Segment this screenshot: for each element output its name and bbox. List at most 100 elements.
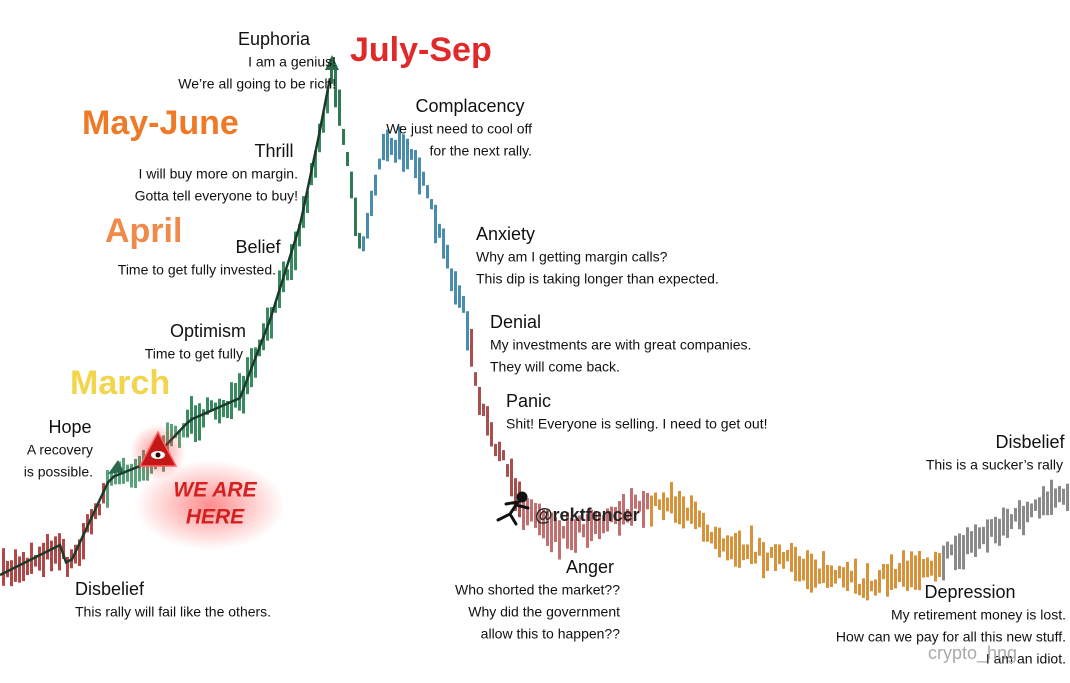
candle — [942, 545, 945, 581]
candle — [550, 512, 553, 553]
candle — [330, 64, 333, 84]
candle — [870, 580, 873, 592]
candle — [82, 523, 85, 560]
stage-text: is possible. — [24, 464, 93, 480]
candle — [214, 402, 217, 420]
candle — [1054, 488, 1057, 508]
candle — [422, 171, 425, 186]
candle — [374, 174, 377, 196]
candle — [582, 524, 585, 538]
candle — [602, 515, 605, 534]
candle — [814, 559, 817, 588]
candle — [130, 463, 133, 488]
candle — [506, 464, 509, 477]
stage-title: Disbelief — [995, 432, 1065, 452]
candle — [846, 561, 849, 592]
candle — [66, 556, 69, 577]
here-label: WE ARE — [173, 479, 257, 502]
candle — [322, 112, 325, 133]
candle — [610, 506, 613, 523]
candle — [926, 557, 929, 578]
stage-text: We just need to cool off — [386, 121, 532, 137]
stage-title: Disbelief — [75, 579, 145, 599]
candle — [358, 232, 361, 249]
candle — [54, 536, 57, 564]
candle — [274, 301, 277, 313]
candle — [478, 386, 481, 415]
candle — [706, 524, 709, 542]
candle — [806, 550, 809, 590]
candle — [378, 158, 381, 170]
candle — [790, 542, 793, 572]
candle — [730, 536, 733, 560]
candle — [830, 565, 833, 588]
candle — [538, 503, 541, 536]
candle — [434, 204, 437, 244]
candle — [1066, 483, 1069, 512]
candle — [794, 546, 797, 582]
stage-title: Euphoria — [238, 29, 311, 49]
candle — [1062, 488, 1065, 505]
candle — [866, 563, 869, 601]
candle — [734, 532, 737, 567]
stage-title: Hope — [48, 417, 91, 437]
candle — [354, 197, 357, 236]
month-label: April — [105, 212, 182, 250]
candle — [654, 492, 657, 507]
candle — [718, 527, 721, 558]
candle — [326, 90, 329, 114]
candle — [534, 503, 537, 528]
candle — [190, 396, 193, 434]
candle — [438, 223, 441, 238]
candle — [914, 555, 917, 590]
candle — [386, 129, 389, 162]
candle — [210, 400, 213, 411]
candle — [34, 554, 37, 567]
watermark: @rektfencer — [535, 505, 640, 525]
candle — [634, 494, 637, 509]
candle — [862, 578, 865, 598]
hope-arrow — [108, 460, 124, 474]
candle — [1050, 479, 1053, 515]
candle — [650, 495, 653, 527]
candle — [662, 492, 665, 521]
stage-title: Anxiety — [476, 224, 535, 244]
candle — [962, 535, 965, 570]
candle — [442, 228, 445, 259]
stage-title: Anger — [566, 557, 614, 577]
candle — [818, 568, 821, 584]
here-glow — [135, 460, 285, 550]
candle — [366, 212, 369, 239]
candle — [782, 551, 785, 569]
candle — [646, 493, 649, 510]
candle — [394, 139, 397, 163]
candle — [986, 519, 989, 553]
candle — [414, 150, 417, 179]
candle — [314, 150, 317, 178]
candle — [974, 524, 977, 557]
candle — [838, 565, 841, 579]
candle — [886, 564, 889, 597]
candle — [218, 398, 221, 424]
stage-text: I am a genius! — [248, 54, 336, 70]
candle — [822, 551, 825, 583]
candle — [242, 375, 245, 414]
candle — [50, 540, 53, 572]
candle — [1022, 505, 1025, 536]
candle — [10, 560, 13, 587]
candle — [946, 541, 949, 559]
candle — [1038, 497, 1041, 519]
candle — [922, 559, 925, 578]
candle — [738, 530, 741, 568]
candle — [334, 67, 337, 108]
stage-title: Thrill — [255, 141, 294, 161]
stage-text: They will come back. — [490, 359, 620, 375]
candle — [858, 583, 861, 596]
stage-title: Optimism — [170, 321, 246, 341]
candle — [42, 542, 45, 578]
candle — [1030, 503, 1033, 518]
stage-title: Depression — [924, 582, 1015, 602]
candle — [938, 553, 941, 578]
candle — [482, 403, 485, 417]
candle — [134, 458, 137, 489]
